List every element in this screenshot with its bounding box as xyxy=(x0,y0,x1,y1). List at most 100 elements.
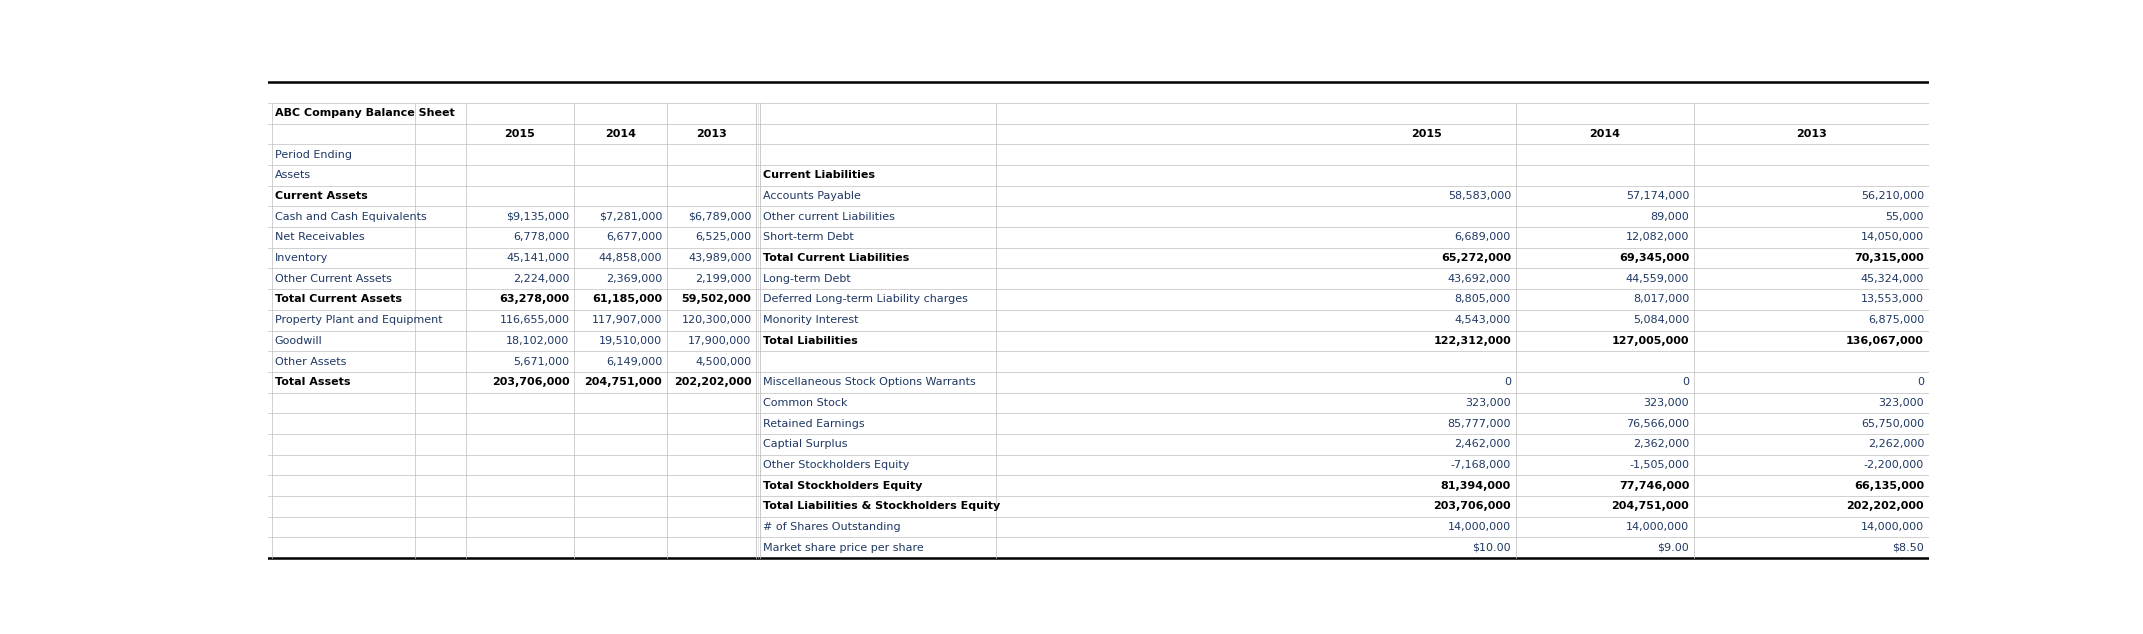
Text: 19,510,000: 19,510,000 xyxy=(600,336,662,346)
Text: 65,750,000: 65,750,000 xyxy=(1860,418,1924,429)
Text: 45,324,000: 45,324,000 xyxy=(1860,274,1924,284)
Text: 2,262,000: 2,262,000 xyxy=(1869,439,1924,450)
Text: Miscellaneous Stock Options Warrants: Miscellaneous Stock Options Warrants xyxy=(763,377,975,387)
Text: 2014: 2014 xyxy=(604,129,636,139)
Text: Long-term Debt: Long-term Debt xyxy=(763,274,851,284)
Text: 0: 0 xyxy=(1682,377,1689,387)
Text: $9,135,000: $9,135,000 xyxy=(506,212,570,222)
Text: 14,000,000: 14,000,000 xyxy=(1860,522,1924,532)
Text: 203,706,000: 203,706,000 xyxy=(1434,501,1511,512)
Text: 17,900,000: 17,900,000 xyxy=(688,336,752,346)
Text: 55,000: 55,000 xyxy=(1886,212,1924,222)
Text: 6,525,000: 6,525,000 xyxy=(694,233,752,242)
Text: Total Current Liabilities: Total Current Liabilities xyxy=(763,253,909,263)
Text: 204,751,000: 204,751,000 xyxy=(1612,501,1689,512)
Text: Other Current Assets: Other Current Assets xyxy=(274,274,392,284)
Text: Total Assets: Total Assets xyxy=(274,377,349,387)
Text: Accounts Payable: Accounts Payable xyxy=(763,191,861,201)
Text: 0: 0 xyxy=(1918,377,1924,387)
Text: 204,751,000: 204,751,000 xyxy=(585,377,662,387)
Text: $10.00: $10.00 xyxy=(1472,543,1511,553)
Text: Net Receivables: Net Receivables xyxy=(274,233,364,242)
Text: 6,778,000: 6,778,000 xyxy=(512,233,570,242)
Text: 14,050,000: 14,050,000 xyxy=(1860,233,1924,242)
Text: 76,566,000: 76,566,000 xyxy=(1627,418,1689,429)
Text: Property Plant and Equipment: Property Plant and Equipment xyxy=(274,315,441,325)
Text: 18,102,000: 18,102,000 xyxy=(506,336,570,346)
Text: 12,082,000: 12,082,000 xyxy=(1627,233,1689,242)
Text: Goodwill: Goodwill xyxy=(274,336,324,346)
Text: Market share price per share: Market share price per share xyxy=(763,543,924,553)
Text: 6,689,000: 6,689,000 xyxy=(1455,233,1511,242)
Text: Total Liabilities & Stockholders Equity: Total Liabilities & Stockholders Equity xyxy=(763,501,1001,512)
Text: 65,272,000: 65,272,000 xyxy=(1440,253,1511,263)
Text: 2,369,000: 2,369,000 xyxy=(606,274,662,284)
Text: 14,000,000: 14,000,000 xyxy=(1627,522,1689,532)
Text: 5,671,000: 5,671,000 xyxy=(512,356,570,366)
Text: Total Stockholders Equity: Total Stockholders Equity xyxy=(763,481,921,491)
Text: 6,149,000: 6,149,000 xyxy=(606,356,662,366)
Text: Inventory: Inventory xyxy=(274,253,328,263)
Text: 6,677,000: 6,677,000 xyxy=(606,233,662,242)
Text: 85,777,000: 85,777,000 xyxy=(1447,418,1511,429)
Text: Assets: Assets xyxy=(274,171,311,180)
Text: Other current Liabilities: Other current Liabilities xyxy=(763,212,896,222)
Text: $8.50: $8.50 xyxy=(1892,543,1924,553)
Text: 43,692,000: 43,692,000 xyxy=(1449,274,1511,284)
Text: Current Assets: Current Assets xyxy=(274,191,369,201)
Text: 13,553,000: 13,553,000 xyxy=(1860,294,1924,304)
Text: 58,583,000: 58,583,000 xyxy=(1449,191,1511,201)
Text: 202,202,000: 202,202,000 xyxy=(673,377,752,387)
Text: 56,210,000: 56,210,000 xyxy=(1860,191,1924,201)
Text: 136,067,000: 136,067,000 xyxy=(1845,336,1924,346)
Text: 2,224,000: 2,224,000 xyxy=(512,274,570,284)
Text: 8,805,000: 8,805,000 xyxy=(1455,294,1511,304)
Text: 120,300,000: 120,300,000 xyxy=(681,315,752,325)
Text: 69,345,000: 69,345,000 xyxy=(1618,253,1689,263)
Text: 89,000: 89,000 xyxy=(1650,212,1689,222)
Text: -7,168,000: -7,168,000 xyxy=(1451,460,1511,470)
Text: Current Liabilities: Current Liabilities xyxy=(763,171,874,180)
Text: 59,502,000: 59,502,000 xyxy=(681,294,752,304)
Text: 323,000: 323,000 xyxy=(1879,398,1924,408)
Text: 66,135,000: 66,135,000 xyxy=(1854,481,1924,491)
Text: 61,185,000: 61,185,000 xyxy=(591,294,662,304)
Text: 81,394,000: 81,394,000 xyxy=(1440,481,1511,491)
Text: Monority Interest: Monority Interest xyxy=(763,315,859,325)
Text: Period Ending: Period Ending xyxy=(274,150,351,160)
Text: 77,746,000: 77,746,000 xyxy=(1618,481,1689,491)
Text: # of Shares Outstanding: # of Shares Outstanding xyxy=(763,522,900,532)
Text: 2015: 2015 xyxy=(504,129,536,139)
Text: Common Stock: Common Stock xyxy=(763,398,849,408)
Text: 6,875,000: 6,875,000 xyxy=(1869,315,1924,325)
Text: 44,858,000: 44,858,000 xyxy=(598,253,662,263)
Text: 116,655,000: 116,655,000 xyxy=(499,315,570,325)
Text: Cash and Cash Equivalents: Cash and Cash Equivalents xyxy=(274,212,426,222)
Text: $9.00: $9.00 xyxy=(1657,543,1689,553)
Text: 4,500,000: 4,500,000 xyxy=(694,356,752,366)
Text: 202,202,000: 202,202,000 xyxy=(1847,501,1924,512)
Text: 117,907,000: 117,907,000 xyxy=(591,315,662,325)
Text: -2,200,000: -2,200,000 xyxy=(1864,460,1924,470)
Text: ABC Company Balance Sheet: ABC Company Balance Sheet xyxy=(274,108,454,119)
Text: 127,005,000: 127,005,000 xyxy=(1612,336,1689,346)
Text: $7,281,000: $7,281,000 xyxy=(600,212,662,222)
Text: 45,141,000: 45,141,000 xyxy=(506,253,570,263)
Text: 2,462,000: 2,462,000 xyxy=(1455,439,1511,450)
Text: 0: 0 xyxy=(1504,377,1511,387)
Text: 2015: 2015 xyxy=(1410,129,1442,139)
Text: $6,789,000: $6,789,000 xyxy=(688,212,752,222)
Text: 122,312,000: 122,312,000 xyxy=(1434,336,1511,346)
Text: 70,315,000: 70,315,000 xyxy=(1854,253,1924,263)
Text: 14,000,000: 14,000,000 xyxy=(1449,522,1511,532)
Text: 44,559,000: 44,559,000 xyxy=(1627,274,1689,284)
Text: Other Assets: Other Assets xyxy=(274,356,347,366)
Text: Short-term Debt: Short-term Debt xyxy=(763,233,853,242)
Text: -1,505,000: -1,505,000 xyxy=(1629,460,1689,470)
Text: 323,000: 323,000 xyxy=(1644,398,1689,408)
Text: 2,199,000: 2,199,000 xyxy=(694,274,752,284)
Text: 63,278,000: 63,278,000 xyxy=(499,294,570,304)
Text: 4,543,000: 4,543,000 xyxy=(1455,315,1511,325)
Text: 57,174,000: 57,174,000 xyxy=(1627,191,1689,201)
Text: Other Stockholders Equity: Other Stockholders Equity xyxy=(763,460,909,470)
